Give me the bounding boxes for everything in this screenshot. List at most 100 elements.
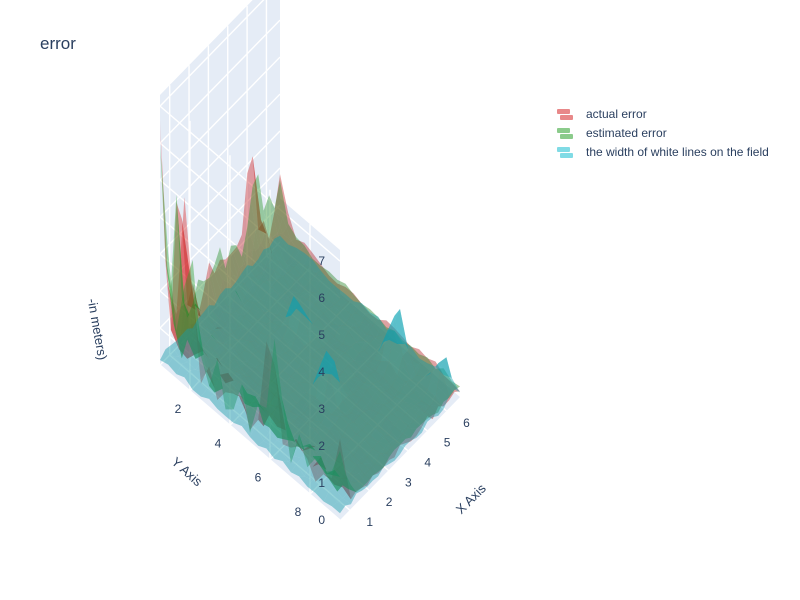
legend-item-line-width[interactable]: the width of white lines on the field xyxy=(556,142,769,161)
surface-cell xyxy=(342,358,357,380)
surface-cell xyxy=(350,372,365,380)
surface-cell xyxy=(329,366,343,380)
surface-cell xyxy=(274,385,289,399)
surface-cell xyxy=(181,218,196,310)
surface-cell xyxy=(209,365,223,380)
surface-cell xyxy=(233,319,248,330)
surface-cell xyxy=(427,383,441,394)
legend-item-actual-error[interactable]: actual error xyxy=(556,104,769,123)
surface-cell xyxy=(293,296,308,317)
surface-cell xyxy=(269,195,283,235)
surface-cell xyxy=(345,439,360,451)
surface-cell xyxy=(192,318,207,331)
surface-cell xyxy=(255,397,270,409)
surface-cell xyxy=(326,443,340,453)
surface-cell xyxy=(170,194,185,307)
surface-cell xyxy=(250,230,264,282)
surface-cell xyxy=(432,357,447,372)
surface-cell xyxy=(326,414,340,426)
surface-cell xyxy=(370,427,384,442)
surface-cell xyxy=(342,424,357,439)
surface-cell xyxy=(206,322,220,332)
surface-cell xyxy=(310,399,324,409)
surface-cell xyxy=(225,338,240,354)
surface-cell xyxy=(334,361,349,401)
surface-cell xyxy=(310,425,324,437)
surface-cell xyxy=(312,311,327,329)
surface-cell xyxy=(331,376,346,391)
surface-cell xyxy=(430,368,444,383)
surface-cell xyxy=(214,294,229,312)
surface-cell xyxy=(263,335,278,346)
surface-cell xyxy=(353,413,368,424)
surface-cell xyxy=(214,319,229,334)
surface-cell xyxy=(345,436,360,452)
surface-cell xyxy=(361,450,376,465)
surface-cell xyxy=(263,400,278,427)
surface-cell xyxy=(252,319,267,333)
surface-cell xyxy=(255,300,270,313)
legend-item-estimated-error[interactable]: estimated error xyxy=(556,123,769,142)
surface-cell xyxy=(274,180,289,235)
surface-cell xyxy=(225,339,240,351)
surface-cell xyxy=(372,406,387,424)
surface-cell xyxy=(361,324,376,339)
surface-cell xyxy=(285,403,300,416)
surface-cell xyxy=(170,202,185,350)
surface-cell xyxy=(200,366,215,388)
surface-cell xyxy=(410,365,425,382)
surface-cell xyxy=(263,220,278,254)
surface-cell xyxy=(380,381,395,398)
surface-cell xyxy=(375,361,390,378)
surface-cell xyxy=(274,262,289,277)
surface-cell xyxy=(181,289,196,359)
surface-cell xyxy=(252,346,267,355)
surface-cell xyxy=(293,438,308,451)
gridline-z-left xyxy=(159,290,341,447)
surface-cell xyxy=(266,341,280,401)
surface-cell xyxy=(383,361,398,387)
surface-cell xyxy=(222,372,237,390)
surface-cell xyxy=(187,356,201,370)
surface-cell xyxy=(380,329,395,340)
surface-cell xyxy=(239,373,253,391)
surface-cell xyxy=(290,373,305,383)
surface-cell xyxy=(307,349,321,363)
surface-cell xyxy=(394,418,409,434)
surface-cell xyxy=(230,287,245,320)
surface-cell xyxy=(299,346,313,362)
surface-the-width-of-white-lines-on-the-field[interactable] xyxy=(160,235,460,514)
surface-cell xyxy=(247,156,261,231)
surface-cell xyxy=(326,465,340,485)
surface-cell xyxy=(315,270,330,281)
surface-cell xyxy=(280,296,294,327)
surface-estimated-error[interactable] xyxy=(160,144,460,493)
surface-cell xyxy=(342,301,357,315)
surface-cell xyxy=(375,335,390,342)
surface-cell xyxy=(250,331,264,346)
surface-cell xyxy=(220,375,234,383)
surface-cell xyxy=(312,348,327,359)
surface-cell xyxy=(345,314,360,328)
surface-cell xyxy=(299,376,313,392)
surface-cell xyxy=(326,350,340,383)
surface-cell xyxy=(318,307,332,324)
surface-cell xyxy=(315,329,330,339)
surface-cell xyxy=(222,396,237,407)
surface-cell xyxy=(424,375,439,383)
surface-cell xyxy=(402,395,417,408)
surface-cell xyxy=(293,415,308,425)
surface-cell xyxy=(266,408,280,421)
z-axis-title: -in meters) xyxy=(85,297,111,361)
surface-cell xyxy=(421,389,436,407)
surface-actual-error[interactable] xyxy=(160,120,460,500)
surface-cell xyxy=(290,266,305,292)
legend-swatch-line-width xyxy=(556,145,574,159)
surface-cell xyxy=(345,348,360,360)
surface-cell xyxy=(271,313,286,320)
surface-cell xyxy=(331,309,346,328)
surface-cell xyxy=(345,378,360,395)
surface-cell xyxy=(263,254,278,285)
surface-cell xyxy=(269,270,283,281)
